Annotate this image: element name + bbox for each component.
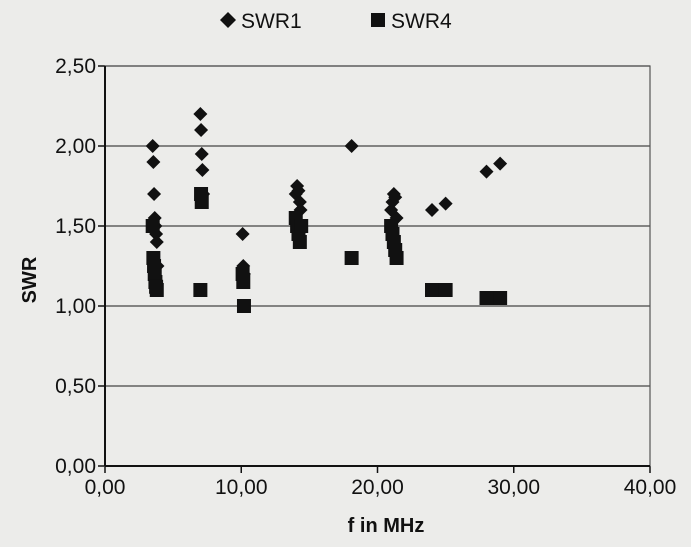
swr1-point (235, 227, 250, 241)
data-points (145, 107, 508, 313)
swr1-point (425, 203, 439, 217)
y-tick-label: 1,00 (55, 295, 96, 318)
plot-frame (104, 65, 651, 467)
swr1-point (344, 139, 359, 153)
swr1-point (195, 163, 210, 177)
legend: SWR1 SWR4 (220, 10, 452, 33)
axes (98, 65, 651, 473)
swr1-point (147, 187, 162, 201)
swr4-point (193, 283, 208, 297)
swr1-point (194, 147, 209, 161)
y-tick-label: 2,00 (55, 135, 96, 158)
swr4-point (149, 283, 164, 297)
swr1-point (292, 195, 307, 209)
x-tick-label: 0,00 (85, 476, 126, 499)
swr4-point (493, 291, 508, 305)
y-tick-label: 0,00 (55, 455, 96, 478)
swr4-point (236, 299, 251, 313)
swr4-point (479, 291, 494, 305)
swr4-point (294, 219, 309, 233)
swr1-point (145, 139, 160, 153)
swr1-point (438, 196, 453, 211)
legend-marker-swr4 (371, 13, 385, 27)
x-tick-label: 20,00 (351, 476, 404, 499)
swr1-point (479, 164, 494, 179)
swr1-point (194, 123, 209, 137)
swr1-point (388, 190, 403, 205)
x-tick-label: 10,00 (215, 476, 268, 499)
x-tick-label: 40,00 (624, 476, 677, 499)
swr4-point (194, 195, 209, 209)
swr4-point (425, 283, 439, 297)
swr4-point (389, 251, 404, 265)
swr1-point (146, 155, 161, 169)
y-tick-label: 1,50 (55, 215, 96, 238)
legend-label-swr1: SWR1 (241, 10, 302, 33)
x-axis-title: f in MHz (348, 515, 425, 537)
legend-label-swr4: SWR4 (391, 10, 452, 33)
x-tick-label: 30,00 (487, 476, 540, 499)
legend-marker-swr1 (220, 12, 236, 28)
y-tick-label: 0,50 (55, 375, 96, 398)
swr1-point (149, 235, 164, 249)
y-tick-label: 2,50 (55, 55, 96, 78)
swr4-point (344, 251, 359, 265)
swr1-point (493, 156, 508, 171)
swr4-point (145, 219, 160, 233)
swr4-point (236, 275, 251, 289)
grid-lines (105, 65, 650, 387)
swr4-point (292, 235, 307, 249)
y-axis-title: SWR (19, 256, 41, 303)
swr1-point (193, 107, 208, 121)
tick-labels: 0,00 0,50 1,00 1,50 2,00 2,50 0,00 10,00 20,00 30… (55, 55, 676, 499)
swr4-point (438, 283, 453, 297)
swr1-point (291, 183, 306, 198)
